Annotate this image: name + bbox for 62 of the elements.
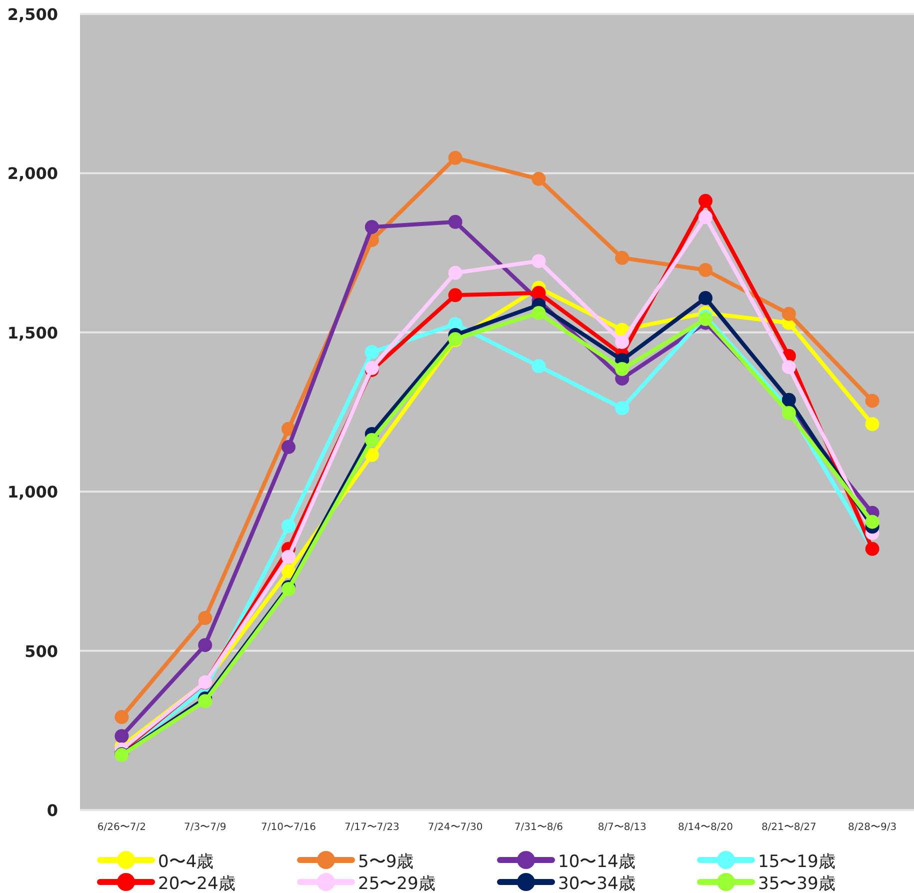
legend-label: 0〜4歳 [158, 852, 214, 872]
legend-label: 35〜39歳 [758, 874, 836, 893]
y-tick-label: 1,000 [7, 482, 58, 502]
point [532, 359, 546, 374]
point [282, 564, 296, 578]
point [198, 638, 212, 652]
point [698, 291, 712, 306]
legend-label: 30〜34歳 [558, 874, 636, 893]
y-tick-label: 500 [24, 642, 58, 661]
point [782, 406, 796, 420]
point [448, 150, 462, 165]
point [782, 306, 796, 321]
point [698, 210, 712, 224]
point [364, 220, 379, 234]
point [532, 306, 546, 320]
legend-label: 10〜14歳 [558, 852, 636, 872]
point [532, 254, 546, 268]
legend-label: 5〜9歳 [358, 852, 414, 872]
point [698, 312, 712, 326]
point [114, 729, 129, 744]
x-tick-label: 6/26〜7/2 [97, 822, 146, 833]
point [364, 433, 379, 448]
point [615, 334, 630, 349]
y-tick-label: 2,500 [7, 5, 58, 24]
point [615, 401, 630, 416]
x-tick-label: 7/24〜7/30 [428, 822, 483, 833]
point [114, 710, 129, 724]
point [448, 266, 462, 280]
point [364, 345, 379, 360]
legend-label: 25〜29歳 [358, 874, 436, 893]
x-tick-label: 7/3〜7/9 [184, 822, 226, 833]
x-tick-label: 8/14〜8/20 [678, 822, 733, 833]
point [198, 611, 212, 626]
x-tick-label: 7/10〜7/16 [261, 822, 316, 833]
legend-label: 20〜24歳 [158, 874, 236, 893]
point [282, 550, 296, 564]
point [698, 262, 712, 277]
x-tick-label: 8/28〜9/3 [848, 822, 897, 833]
point [532, 286, 546, 300]
x-tick-label: 7/31〜8/6 [514, 822, 563, 833]
point [364, 448, 379, 462]
point [198, 694, 212, 708]
y-tick-label: 1,500 [7, 323, 58, 342]
x-tick-label: 8/7〜8/13 [598, 822, 646, 833]
point [782, 392, 796, 407]
y-tick-label: 2,000 [7, 164, 58, 184]
x-tick-label: 7/17〜7/23 [344, 822, 400, 833]
point [615, 362, 630, 376]
point [782, 360, 796, 374]
point [865, 417, 880, 432]
point [282, 518, 296, 533]
point [865, 514, 880, 529]
point [448, 214, 462, 229]
y-tick-label: 0 [46, 801, 58, 820]
legend-label: 15〜19歳 [758, 852, 836, 872]
point [865, 394, 880, 408]
point [448, 288, 462, 302]
point [615, 250, 630, 265]
point [698, 194, 712, 208]
x-tick-label: 8/21〜8/27 [761, 822, 816, 833]
point [532, 172, 546, 186]
point [282, 440, 296, 454]
